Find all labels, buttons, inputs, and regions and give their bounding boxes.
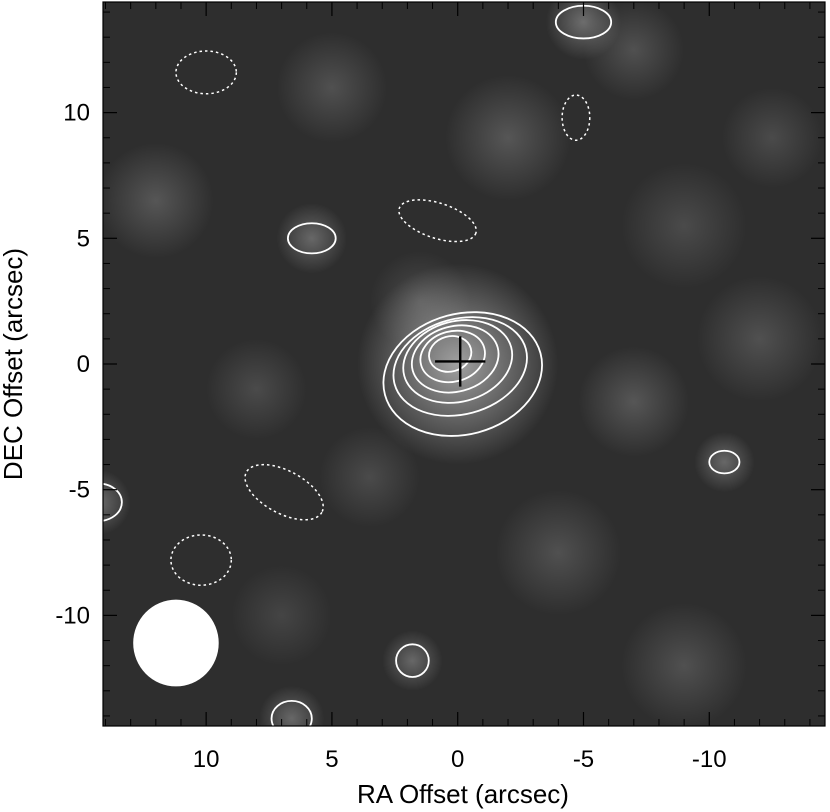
intensity-blob-5 — [545, 2, 622, 60]
intensity-blob-3 — [276, 32, 388, 143]
negative-contour-3 — [244, 463, 324, 521]
y-tick-label-2: 0 — [77, 351, 90, 378]
y-tick-label-0: 10 — [63, 100, 90, 127]
intensity-blob-9 — [696, 276, 823, 402]
intensity-blob-12 — [694, 431, 755, 493]
intensity-blob-20 — [721, 87, 823, 189]
y-tick-label-4: -10 — [55, 602, 90, 629]
negative-contour-2 — [398, 199, 478, 243]
positive-contour-8 — [708, 449, 741, 475]
intensity-blob-18 — [621, 602, 747, 726]
positive-contour-10 — [270, 699, 313, 726]
intensity-blob-19 — [231, 565, 332, 666]
x-tick-label-0: 10 — [193, 746, 220, 773]
intensity-blob-17 — [258, 685, 325, 726]
source-marker — [435, 336, 486, 387]
x-tick-label-1: 5 — [325, 746, 338, 773]
x-tick-label-4: -10 — [692, 746, 727, 773]
axis-ticks — [103, 2, 825, 726]
y-tick-labels: 10 5 0 -5 -10 — [55, 100, 90, 630]
contour-layer — [103, 4, 741, 726]
x-tick-label-2: 0 — [451, 746, 464, 773]
positive-contour-1 — [392, 316, 528, 417]
negative-contour-4 — [170, 534, 233, 586]
negative-contour-1 — [561, 94, 591, 142]
beam-ellipse — [133, 599, 219, 687]
positive-contour-2 — [402, 319, 514, 404]
intensity-map — [103, 2, 823, 726]
x-axis-label: RA Offset (arcsec) — [357, 779, 569, 809]
positive-contour-0 — [382, 311, 543, 437]
intensity-blob-2 — [445, 74, 571, 201]
positive-contour-3 — [410, 324, 500, 394]
y-tick-label-1: 5 — [77, 225, 90, 252]
intensity-blob-10 — [578, 346, 690, 458]
positive-contour-9 — [395, 643, 430, 678]
intensity-blob-14 — [319, 426, 420, 528]
x-tick-labels: 10 5 0 -5 -10 — [193, 746, 727, 773]
intensity-blob-16 — [382, 630, 443, 691]
intensity-blob-6 — [276, 203, 348, 274]
beam-layer — [133, 599, 219, 687]
positive-contour-5 — [428, 335, 473, 373]
plot-area — [103, 2, 825, 726]
y-tick-label-3: -5 — [69, 477, 90, 504]
intensity-blob-8 — [621, 162, 748, 289]
intensity-blob-15 — [495, 489, 622, 616]
x-tick-label-3: -5 — [573, 746, 594, 773]
intensity-blob-11 — [206, 338, 307, 440]
negative-contour-0 — [175, 50, 238, 95]
positive-contour-6 — [287, 222, 337, 255]
y-axis-label: DEC Offset (arcsec) — [0, 248, 28, 480]
intensity-blob-1 — [369, 250, 471, 352]
positive-contour-11 — [103, 482, 123, 522]
intensity-blob-7 — [103, 142, 214, 259]
